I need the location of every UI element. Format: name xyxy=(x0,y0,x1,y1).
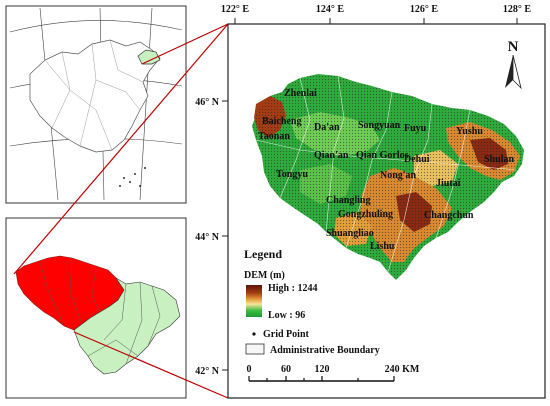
scale-tick-0: 0 xyxy=(247,364,252,375)
lon-label-124: 124° E xyxy=(316,4,344,15)
lat-label-44: 44° N xyxy=(195,232,219,243)
scale-tick-240: 240 KM xyxy=(385,364,420,375)
dem-color-ramp xyxy=(246,285,262,317)
north-arrow-icon: N xyxy=(505,39,522,90)
islands xyxy=(119,167,146,187)
connector-line-upper xyxy=(141,23,229,65)
place-qianan: Qian'an xyxy=(314,150,349,161)
place-zhenlai: Zhenlai xyxy=(284,88,317,99)
dem-high-label: High : 1244 xyxy=(268,283,317,294)
study-area-dem xyxy=(252,74,524,280)
place-daan: Da'an xyxy=(314,122,340,133)
place-lishu: Lishu xyxy=(370,241,395,252)
place-shulan: Shulan xyxy=(484,154,514,165)
admin-boundary-label: Administrative Boundary xyxy=(270,345,380,356)
place-songyuan: Songyuan xyxy=(358,120,401,131)
legend-title: Legend xyxy=(244,247,282,261)
jilin-province-inset xyxy=(5,217,187,399)
scale-tick-60: 60 xyxy=(281,364,291,375)
scale-bar: 0 60 120 240 KM xyxy=(247,364,420,382)
place-dehui: Dehui xyxy=(404,154,430,165)
china-overview-inset xyxy=(5,5,187,204)
place-changchun: Changchun xyxy=(424,210,474,221)
grid-point-label: Grid Point xyxy=(263,329,310,340)
place-tongyu: Tongyu xyxy=(276,169,308,180)
scale-tick-120: 120 xyxy=(315,364,330,375)
place-nongan: Nong'an xyxy=(380,170,417,181)
grid-point-overlay xyxy=(252,74,524,280)
lat-label-42: 42° N xyxy=(195,366,219,377)
place-jiutai: Jiutai xyxy=(436,178,461,189)
place-labels: Zhenlai Baicheng Taonan Da'an Songyuan F… xyxy=(258,88,514,252)
lon-label-128: 128° E xyxy=(503,4,531,15)
place-qian-gorlos: Qian Gorlos xyxy=(356,150,409,161)
county-boundaries xyxy=(39,257,161,365)
dem-legend-title: DEM (m) xyxy=(244,270,285,281)
place-baicheng: Baicheng xyxy=(262,116,301,127)
grid-point-symbol xyxy=(252,332,256,336)
place-fuyu: Fuyu xyxy=(404,123,427,134)
dem-low-label: Low : 96 xyxy=(268,310,305,321)
china-outline xyxy=(29,39,161,153)
place-gongzhuling: Gongzhuling xyxy=(338,209,393,220)
lon-label-122: 122° E xyxy=(221,4,249,15)
jilin-province-highlight xyxy=(137,49,161,65)
place-yushu: Yushu xyxy=(456,126,483,137)
tick-marks xyxy=(222,18,518,371)
place-taonan: Taonan xyxy=(258,131,290,142)
connector-line-middle xyxy=(13,23,229,275)
lat-label-46: 46° N xyxy=(195,97,219,108)
lon-label-126: 126° E xyxy=(410,4,438,15)
legend: Legend DEM (m) High : 1244 Low : 96 Grid… xyxy=(244,247,380,356)
north-label: N xyxy=(508,39,519,55)
admin-boundaries xyxy=(255,75,517,273)
admin-boundary-symbol xyxy=(245,343,265,355)
connector-line-lower xyxy=(73,331,229,399)
place-changling: Changling xyxy=(326,195,370,206)
china-provinces xyxy=(44,39,144,151)
place-shuangliao: Shuangliao xyxy=(326,228,374,239)
